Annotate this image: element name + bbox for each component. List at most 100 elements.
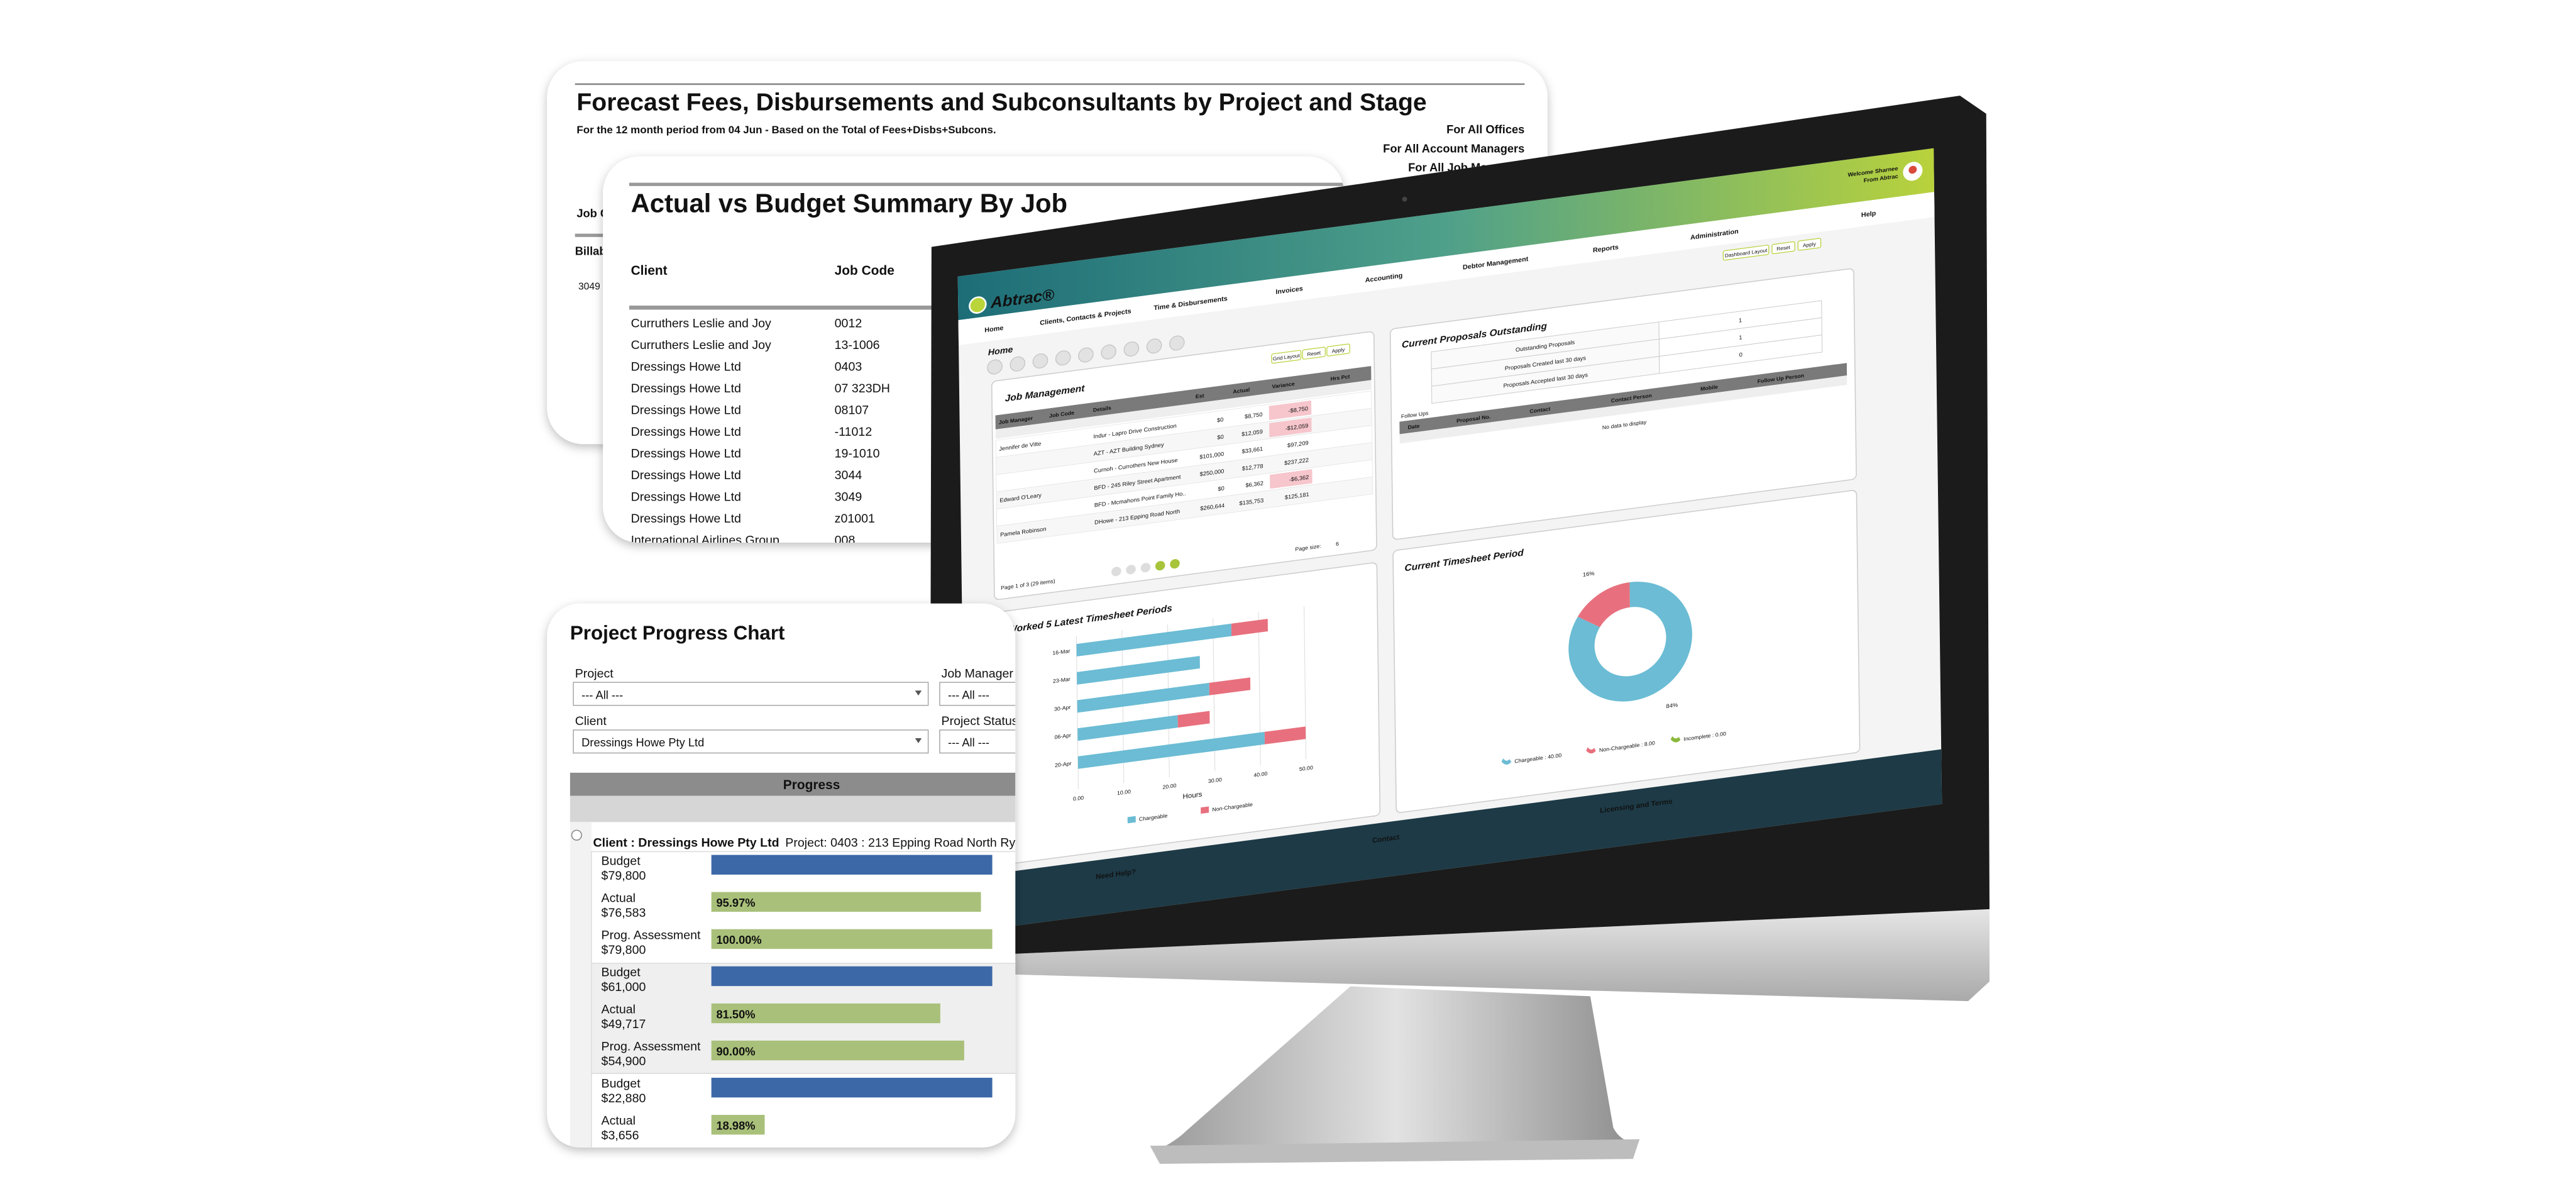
job-code: 3049 xyxy=(835,490,862,504)
dropdown-arrow xyxy=(915,738,922,743)
x-axis-label: Hours xyxy=(1182,791,1202,801)
toolbar-icon[interactable] xyxy=(1032,353,1049,368)
filter-select[interactable] xyxy=(939,729,1038,754)
button[interactable] xyxy=(1326,343,1350,357)
button[interactable] xyxy=(1797,238,1822,251)
pager-button[interactable] xyxy=(1126,564,1136,575)
button-label: Reset xyxy=(1307,350,1321,358)
grid-column-header: Details xyxy=(1093,404,1111,413)
toolbar-icon[interactable] xyxy=(1169,335,1185,351)
client-name: Dressings Howe Ltd xyxy=(631,382,741,396)
summary-value: 0 xyxy=(1739,351,1742,358)
page-heading: Home xyxy=(988,344,1013,357)
pager-button[interactable] xyxy=(1155,560,1165,571)
grid-filter-row xyxy=(995,380,1372,439)
job-code: 07 323DH xyxy=(835,382,890,396)
button[interactable] xyxy=(1271,350,1302,364)
nav-item[interactable]: Home xyxy=(984,324,1003,335)
filter-select[interactable] xyxy=(573,682,929,706)
report-filter: For All Offices xyxy=(1446,123,1524,136)
client-heading: Client : Dressings Howe Pty Ltd xyxy=(593,836,779,850)
toolbar-icon[interactable] xyxy=(1146,338,1162,354)
grid-cell: $0 xyxy=(1217,416,1223,423)
client-name: Dressings Howe Ltd xyxy=(631,447,741,461)
grid-column-header: Est xyxy=(1196,392,1204,400)
row-amount: $22,880 xyxy=(602,1092,646,1105)
button[interactable] xyxy=(1771,241,1795,255)
y-tick-label: 06-Apr xyxy=(1054,732,1071,740)
progress-label: 90.00% xyxy=(716,1044,755,1058)
report-title: Forecast Fees, Disbursements and Subcons… xyxy=(576,89,1426,116)
job-code: 08107 xyxy=(835,404,869,418)
legend-swatch xyxy=(1201,806,1209,814)
row-amount: $49,717 xyxy=(602,1017,646,1031)
bar-segment xyxy=(1177,711,1210,728)
progress-bar xyxy=(711,1003,940,1024)
nav-item[interactable]: Help xyxy=(1861,209,1876,219)
client-name: Dressings Howe Ltd xyxy=(631,468,741,482)
table-header xyxy=(570,772,1016,796)
nav-item[interactable]: Invoices xyxy=(1275,285,1303,296)
toolbar-icon[interactable] xyxy=(987,359,1003,375)
client-name: Dressings Howe Ltd xyxy=(631,360,741,374)
row-amount: $79,800 xyxy=(602,943,646,957)
grid-column-header: Mobile xyxy=(1700,384,1718,392)
filter-value: --- All --- xyxy=(581,688,623,701)
progress-bar xyxy=(711,929,993,949)
grid-cell: $12,778 xyxy=(1242,463,1263,472)
x-tick-label: 40.00 xyxy=(1253,770,1267,778)
panel xyxy=(1392,490,1861,813)
budget-bar xyxy=(711,855,993,875)
filter-select[interactable] xyxy=(573,729,929,754)
y-tick-label: 23-Mar xyxy=(1053,676,1071,684)
pager-button[interactable] xyxy=(1140,562,1151,573)
pager-button[interactable] xyxy=(1170,558,1180,569)
row-amount: $61,000 xyxy=(602,980,646,994)
summary-cell xyxy=(1659,335,1823,374)
pager-button[interactable] xyxy=(1111,566,1121,577)
page-size-value: 6 xyxy=(1336,541,1339,547)
report-subtitle: For the 12 month period from 04 Jun - Ba… xyxy=(576,124,996,136)
progress-content: Project Progress Chart Project --- All ---… xyxy=(570,622,1038,1148)
bar-segment xyxy=(1264,726,1306,744)
toolbar-icon[interactable] xyxy=(1078,347,1094,363)
toolbar-icon[interactable] xyxy=(1123,341,1140,357)
table-subheader xyxy=(570,795,1016,822)
button[interactable] xyxy=(1722,245,1770,261)
toolbar-icon[interactable] xyxy=(1010,356,1026,372)
job-code: z01001 xyxy=(835,512,875,526)
filter-value: --- All --- xyxy=(948,736,989,749)
x-tick-label: 50.00 xyxy=(1299,765,1313,773)
button-label: Apply xyxy=(1803,241,1817,248)
grid-cell: -$12,059 xyxy=(1285,423,1309,432)
row-label: Actual xyxy=(602,1114,636,1128)
logo-mark xyxy=(969,296,987,314)
x-tick-label: 0.00 xyxy=(1073,794,1084,802)
budget-bar xyxy=(711,1077,993,1098)
grid-cell: $33,661 xyxy=(1242,446,1263,455)
filter-select[interactable] xyxy=(939,682,1038,706)
client-name: Dressings Howe Ltd xyxy=(631,404,741,418)
filter-value: --- All --- xyxy=(948,688,989,701)
dropdown-arrow xyxy=(915,690,922,696)
nav-item[interactable]: Reports xyxy=(1593,243,1619,254)
column-header: Client xyxy=(631,263,668,278)
project-heading: Project: 0403 : 213 Epping Road North Ry… xyxy=(785,836,1029,850)
forecast-content: Forecast Fees, Disbursements and Subcons… xyxy=(575,83,1525,292)
grid-filter-row xyxy=(1399,375,1847,444)
progress-bar xyxy=(711,892,981,912)
toolbar-icon[interactable] xyxy=(1055,350,1071,366)
footer-heading: Contact xyxy=(1372,834,1400,844)
job-code: 008 xyxy=(835,534,856,548)
grid-header xyxy=(995,366,1372,429)
filter-value: Dressings Howe Pty Ltd xyxy=(581,736,704,749)
job-code: 13-1006 xyxy=(835,338,880,352)
toolbar-icon[interactable] xyxy=(1101,344,1116,360)
bar-segment xyxy=(1076,623,1232,657)
row-label: Budget xyxy=(602,965,641,979)
grid-cell: $12,059 xyxy=(1241,428,1263,437)
column-header: Job Code xyxy=(835,263,894,278)
progress-bar xyxy=(711,1040,964,1061)
button[interactable] xyxy=(1302,346,1326,360)
